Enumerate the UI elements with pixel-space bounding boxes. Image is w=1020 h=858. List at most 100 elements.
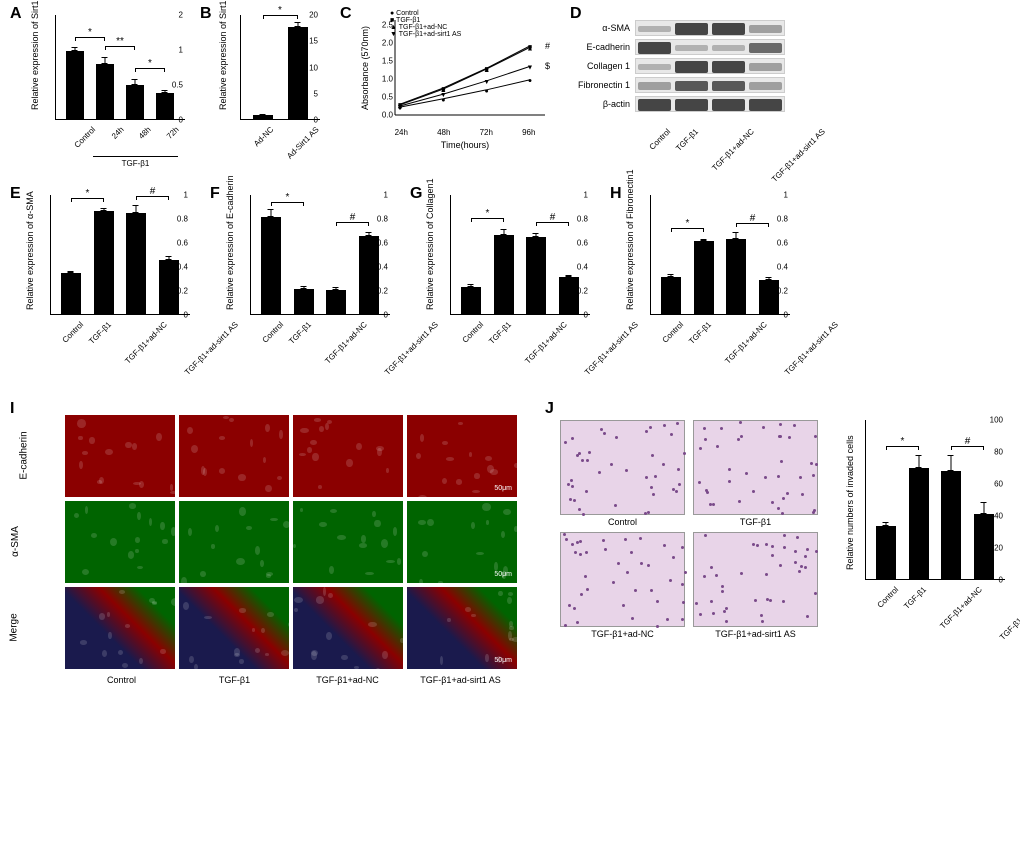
image-label: TGF-β1+ad-NC [560,629,685,639]
svg-text:▼: ▼ [397,104,404,111]
x-label: TGF-β1+ad-NC [123,320,169,366]
bar [159,260,179,315]
x-tick: 96h [522,128,535,137]
invasion-image [693,532,818,627]
sig-mark: * [271,192,304,203]
xlabels: ControlTGF-β1TGF-β1+ad-NCTGF-β1+ad-sirt1… [253,320,387,329]
x-tick: 72h [480,128,493,137]
x-label: 24h [110,125,126,141]
blot-band [749,43,782,53]
legend-item: ▼ TGF-β1+ad-sirt1 AS [390,31,461,38]
panel-b-label: B [200,5,212,23]
blot-row: α-SMA [570,20,785,36]
panel-label: F [210,185,220,203]
blot-band [712,61,745,72]
micro-image: 50μm [407,501,517,583]
blot-band [675,99,708,110]
svg-text:●: ● [528,78,532,85]
sig-mark: * [71,188,104,199]
micro-image [179,587,289,669]
panel-i-grid: 50μm50μm50μm [65,415,517,669]
blot-band [638,99,671,110]
bar [253,115,273,120]
panel-i-collabels: ControlTGF-β1TGF-β1+ad-NCTGF-β1+ad-sirt1… [65,675,517,685]
blot-band [638,42,671,53]
blot-band [638,26,671,32]
sig-mark: * [263,5,298,16]
bar [726,239,746,315]
col-label: TGF-β1 [178,675,291,685]
x-label: TGF-β1+ad-sirt1 AS [770,127,827,184]
blot-lanes [635,39,785,55]
x-label: TGF-β1+ad-NC [523,320,569,366]
xlabels: ControlTGF-β1TGF-β1+ad-NCTGF-β1+ad-sirt1… [53,320,187,329]
bar [494,235,514,315]
bar [974,514,994,580]
panel-a-xlabels: Control24h48h72h [58,125,182,134]
image-label: TGF-β1+ad-sirt1 AS [693,629,818,639]
blot-band [712,81,745,91]
blot-label: α-SMA [570,23,635,33]
x-label: 72h [165,125,181,141]
y-tick: 2.0 [382,39,393,48]
blot-band [638,82,671,89]
bar [461,287,481,315]
x-tick: 48h [437,128,450,137]
micro-image [179,501,289,583]
invasion-image [560,420,685,515]
blot-row: E-cadherin [570,39,785,55]
panel-b-bars [245,15,315,120]
x-label: Control [73,125,98,150]
x-label: Control [876,585,901,610]
micro-image [65,587,175,669]
invasion-image [560,532,685,627]
sig-mark: * [671,218,704,229]
sig-mark: * [135,58,165,69]
legend-item: ■ TGF-β1 [390,17,461,24]
x-label: TGF-β1 [674,127,700,153]
blot-band [712,99,745,110]
col-label: TGF-β1+ad-NC [291,675,404,685]
blot-band [675,23,708,34]
bar [94,211,114,315]
panel-a-label: A [10,5,22,23]
sig-mark: * [75,27,105,38]
blot-lanes [635,58,785,74]
panel-c: C Absorbance (570nm) ●●●●■■■■▲▲▲▲▼▼▼▼ 0.… [340,5,560,175]
svg-text:▼: ▼ [440,92,447,99]
row-label: E-cadherin [19,431,30,479]
svg-text:▼: ▼ [483,79,490,86]
micro-image: 50μm [407,415,517,497]
panel-c-xlabel: Time(hours) [380,140,550,150]
col-label: TGF-β1+ad-sirt1 AS [404,675,517,685]
bar [66,51,84,120]
blot-row: β-actin [570,96,785,112]
micro-image [293,501,403,583]
bar [288,27,308,120]
bar [759,280,779,315]
panel-d-xlabels: ControlTGF-β1TGF-β1+ad-NCTGF-β1+ad-sirt1… [640,127,790,136]
panel-j: J ControlTGF-β1TGF-β1+ad-NCTGF-β1+ad-sir… [545,400,1015,700]
blot-lanes [635,77,785,93]
ylabel: Relative expression of E-cadherin [225,190,235,310]
bar [61,273,81,315]
panel-j-chart: Relative numbers of invaded cells 020406… [865,420,1005,580]
bar [359,236,379,315]
blot-band [749,99,782,110]
panel-c-chart: Absorbance (570nm) ●●●●■■■■▲▲▲▲▼▼▼▼ 0.00… [380,15,550,125]
sig-mark: # [336,212,369,223]
blot-row: Fibronectin 1 [570,77,785,93]
bar [126,213,146,315]
sig-mark: # [536,212,569,223]
blot-row: Collagen 1 [570,58,785,74]
row-label: α-SMA [10,526,21,557]
blot-label: β-actin [570,99,635,109]
panel-g: GRelative expression of Collagen100.20.4… [410,185,600,395]
sig-mark: # [736,213,769,224]
invasion-image [693,420,818,515]
panel-label: G [410,185,422,203]
micro-image: 50μm [407,587,517,669]
xlabels: ControlTGF-β1TGF-β1+ad-NCTGF-β1+ad-sirt1… [653,320,787,329]
blot-band [675,81,708,91]
panel-j-images: ControlTGF-β1TGF-β1+ad-NCTGF-β1+ad-sirt1… [560,420,818,639]
